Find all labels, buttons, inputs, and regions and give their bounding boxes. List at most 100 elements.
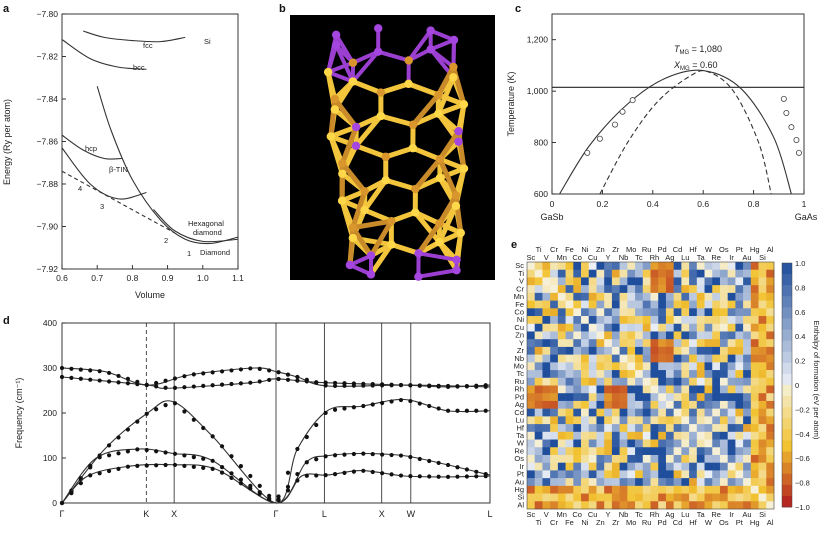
phonon-data-point: [436, 474, 441, 479]
bond: [383, 177, 418, 192]
heatmap-cell: [727, 393, 736, 402]
heatmap-cell: [658, 300, 667, 309]
heatmap-cell: [673, 323, 682, 332]
heatmap-cell: [743, 470, 752, 479]
heatmap-cell: [750, 385, 759, 394]
phonon-data-point: [88, 377, 93, 382]
heatmap-cell: [588, 323, 597, 332]
heatmap-cell: [611, 354, 620, 363]
heatmap-cell: [557, 439, 566, 448]
heatmap-cell: [542, 300, 551, 309]
heatmap-cell: [743, 501, 752, 510]
y-tick-label: −7.82: [36, 52, 58, 62]
colorbar-swatch: [782, 451, 792, 464]
heatmap-cell: [665, 308, 674, 317]
heatmap-cell: [758, 478, 767, 487]
heatmap-cell: [527, 400, 536, 409]
heatmap-cell: [542, 454, 551, 463]
heatmap-cell: [719, 323, 728, 332]
heatmap-cell: [665, 323, 674, 332]
panel-letter-c: c: [515, 3, 521, 15]
heatmap-cell: [604, 370, 613, 379]
heatmap-cell: [681, 408, 690, 417]
heatmap-cell: [658, 277, 667, 286]
heatmap-cell: [573, 439, 582, 448]
heatmap-cell: [712, 470, 721, 479]
heatmap-cell: [658, 470, 667, 479]
phonon-data-point: [163, 403, 168, 408]
heatmap-cell: [681, 478, 690, 487]
heatmap-cell: [712, 285, 721, 294]
kpoint-label: Γ: [274, 509, 279, 519]
heatmap-cell: [550, 462, 559, 471]
heatmap-cell: [581, 354, 590, 363]
bond: [376, 49, 411, 63]
atom: [435, 173, 445, 183]
heatmap-cell: [565, 454, 574, 463]
phonon-data-point: [285, 377, 291, 382]
bond: [326, 32, 339, 75]
heatmap-cell: [642, 346, 651, 355]
data-point: [619, 108, 626, 115]
heatmap-cell: [642, 354, 651, 363]
heatmap-cell: [689, 462, 698, 471]
heatmap-cell: [743, 292, 752, 301]
label-hcp: hcp: [85, 144, 97, 153]
atom: [376, 111, 386, 121]
heatmap-cell: [750, 431, 759, 440]
heatmap-cell: [766, 454, 775, 463]
phonon-data-point: [154, 380, 159, 386]
phonon-data-point: [427, 403, 432, 409]
heatmap-cell: [557, 316, 566, 325]
row-label: Ni: [517, 315, 524, 324]
heatmap-cell: [766, 362, 775, 371]
heatmap-cell: [611, 308, 620, 317]
heatmap-cell: [611, 269, 620, 278]
heatmap-cell: [619, 285, 628, 294]
heatmap-cell: [735, 339, 744, 348]
heatmap-cell: [611, 470, 620, 479]
bond: [326, 60, 355, 75]
bond: [454, 230, 464, 263]
colorbar-tick-label: −0.6: [795, 454, 810, 463]
phonon-data-point: [276, 370, 281, 375]
x-tick-label: 0.6: [56, 273, 68, 283]
heatmap-cell: [758, 300, 767, 309]
colorbar-tick-label: −0.4: [795, 430, 810, 439]
heatmap-cell: [527, 331, 536, 340]
heatmap-cell: [557, 485, 566, 494]
heatmap-cell: [611, 377, 620, 386]
heatmap-cell: [750, 478, 759, 487]
heatmap-cell: [627, 439, 636, 448]
atom: [338, 159, 347, 168]
curve-diamond: [96, 86, 239, 245]
heatmap-cell: [581, 493, 590, 502]
phonon-data-point: [125, 449, 131, 454]
heatmap-cell: [565, 277, 574, 286]
heatmap-cell: [681, 262, 690, 271]
heatmap-cell: [534, 362, 543, 371]
heatmap-cell: [743, 308, 752, 317]
heatmap-cell: [650, 393, 659, 402]
heatmap-cell: [650, 323, 659, 332]
row-label: Mo: [514, 362, 524, 371]
heatmap-cell: [534, 300, 543, 309]
heatmap-cell: [534, 462, 543, 471]
bottom-label: Ag: [665, 510, 674, 519]
heatmap-cell: [743, 339, 752, 348]
bottom-label: Mn: [557, 510, 567, 519]
heatmap-cell: [681, 300, 690, 309]
heatmap-cell: [588, 416, 597, 425]
panel-b-ball-and-stick: [323, 24, 469, 281]
heatmap-cell: [596, 462, 605, 471]
heatmap-cell: [527, 269, 536, 278]
phonon-data-point: [182, 374, 187, 379]
atom: [348, 58, 358, 67]
heatmap-cell: [573, 454, 582, 463]
phonon-data-point: [464, 467, 469, 472]
heatmap-cell: [627, 393, 636, 402]
heatmap-cell: [750, 454, 759, 463]
heatmap-cell: [719, 292, 728, 301]
heatmap-cell: [750, 339, 759, 348]
